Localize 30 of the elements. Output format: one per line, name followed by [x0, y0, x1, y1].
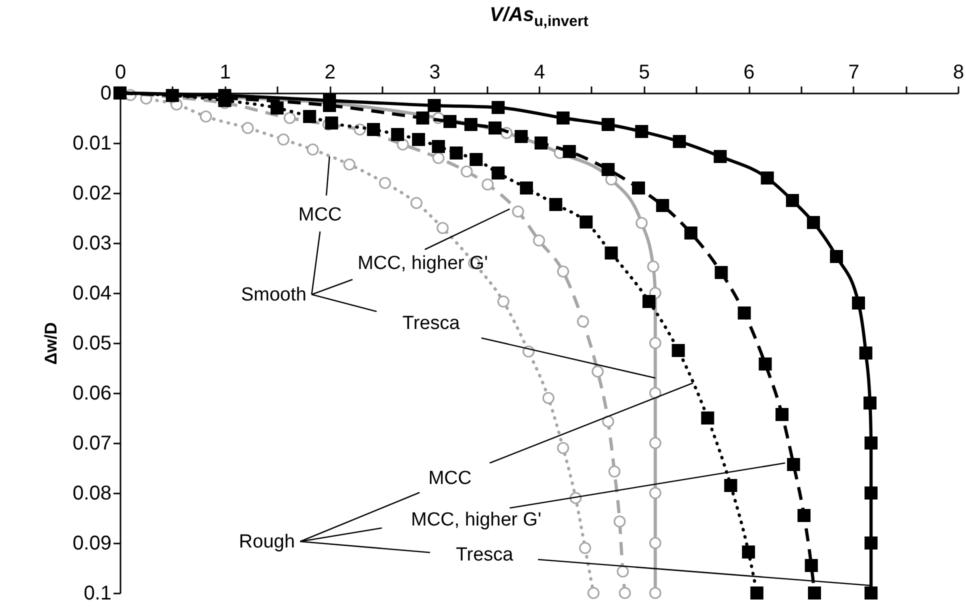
y-tick-label: 0.06 — [72, 382, 112, 404]
annotation: MCC — [428, 468, 472, 489]
annotation: MCC, higher G' — [410, 510, 542, 530]
x-tick-label: 8 — [952, 62, 964, 84]
annotation: Tresca — [456, 544, 514, 566]
x-tick-label: 0 — [114, 62, 126, 84]
x-tick-label: 6 — [743, 62, 755, 84]
x-tick-label: 5 — [638, 62, 650, 84]
annotation: MCC, higher G' — [358, 253, 488, 274]
x-tick-label: 7 — [848, 62, 860, 84]
y-tick-label: 0.07 — [72, 432, 112, 454]
y-tick-label: 0.03 — [72, 232, 112, 254]
y-tick-label: 0.09 — [72, 532, 112, 554]
annotation: Smooth — [240, 284, 306, 306]
y-tick-label: 0.05 — [72, 332, 112, 354]
annotation: Tresca — [402, 313, 460, 334]
annotation: MCC — [298, 204, 342, 226]
x-tick-label: 1 — [220, 62, 231, 84]
y-tick-label: 0.1 — [84, 582, 112, 604]
y-tick-label: 0.01 — [72, 132, 112, 154]
x-axis-title: V/As$_{u,invert}$ — [488, 4, 590, 30]
x-tick-label: 4 — [534, 62, 546, 84]
y-tick-label: 0.04 — [72, 282, 112, 304]
y-axis-title: Δw/D — [42, 322, 61, 365]
x-tick-label: 3 — [429, 62, 440, 84]
annotation: Rough — [238, 532, 295, 552]
y-tick-label: 0.08 — [72, 482, 112, 504]
y-tick-label: 0.02 — [72, 182, 112, 204]
x-tick-label: 2 — [324, 62, 336, 84]
y-tick-label: 0 — [100, 82, 112, 104]
